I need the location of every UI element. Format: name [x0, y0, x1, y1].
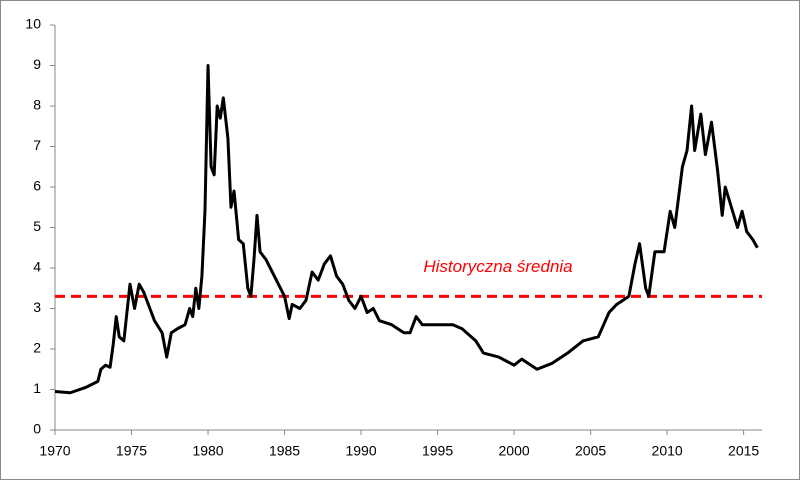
x-tick-label: 2010 [652, 443, 683, 459]
y-tick-label: 4 [33, 259, 41, 275]
x-tick-label: 1980 [192, 443, 223, 459]
y-tick-label: 6 [33, 178, 41, 194]
x-tick-label: 1995 [422, 443, 453, 459]
y-tick-label: 3 [33, 299, 41, 315]
x-tick-label: 1975 [116, 443, 147, 459]
y-tick-label: 8 [33, 97, 41, 113]
y-tick-label: 9 [33, 56, 41, 72]
x-tick-label: 1990 [345, 443, 376, 459]
y-tick-label: 1 [33, 380, 41, 396]
y-tick-label: 5 [33, 218, 41, 234]
y-tick-label: 0 [33, 421, 41, 437]
x-tick-label: 1970 [39, 443, 70, 459]
y-tick-label: 10 [25, 16, 41, 32]
x-tick-label: 1985 [269, 443, 300, 459]
y-tick-label: 7 [33, 137, 41, 153]
y-tick-label: 2 [33, 340, 41, 356]
x-tick-label: 2005 [575, 443, 606, 459]
x-tick-label: 2015 [728, 443, 759, 459]
data-line [54, 64, 759, 395]
reference-label: Historyczna średnia [423, 257, 572, 276]
x-tick-label: 2000 [499, 443, 530, 459]
